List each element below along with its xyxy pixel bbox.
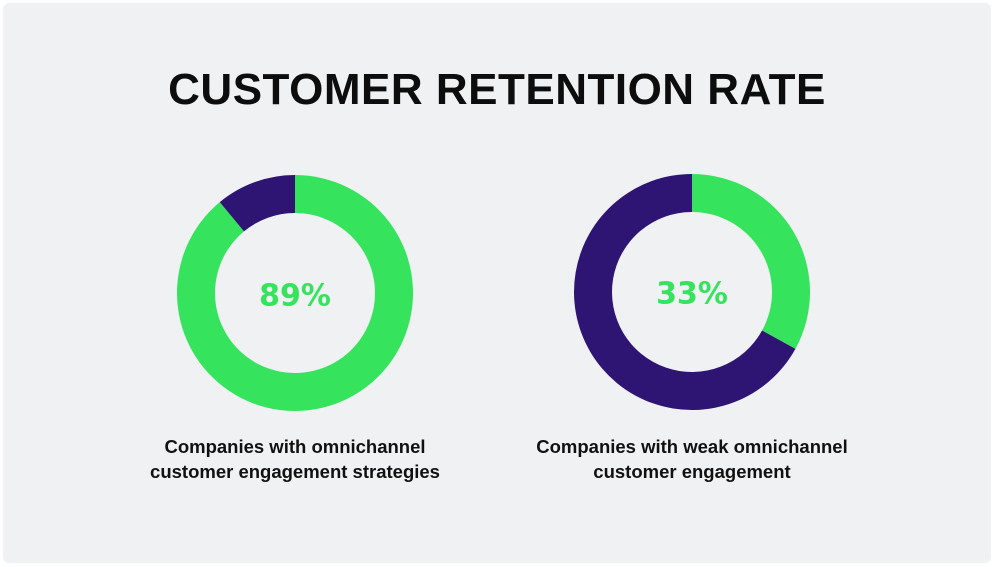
caption-omnichannel: Companies with omnichannel customer enga… — [85, 434, 505, 484]
caption-omnichannel-line-1: Companies with omnichannel — [164, 436, 426, 457]
donut-weak-omnichannel-value-slice — [692, 174, 810, 349]
donut-weak-omnichannel-remainder-slice — [573, 174, 796, 411]
chart-title: CUSTOMER RETENTION RATE — [168, 65, 826, 114]
donut-omnichannel: 89% — [177, 175, 413, 412]
donut-charts-canvas: 89% 33% — [177, 174, 810, 412]
donut-omnichannel-remainder-slice — [219, 175, 295, 232]
donut-omnichannel-value-slice — [177, 175, 413, 412]
donut-omnichannel-percent-label: 89% — [259, 279, 331, 314]
caption-omnichannel-line-2: customer engagement strategies — [150, 461, 440, 482]
caption-weak-omnichannel-line-1: Companies with weak omnichannel — [536, 436, 848, 457]
caption-weak-omnichannel: Companies with weak omnichannel customer… — [482, 434, 902, 484]
donut-weak-omnichannel-percent-label: 33% — [656, 277, 728, 312]
donut-weak-omnichannel: 33% — [573, 174, 810, 411]
infographic-card: CUSTOMER RETENTION RATE 89% 33% Companie… — [3, 3, 991, 563]
caption-weak-omnichannel-line-2: customer engagement — [593, 461, 791, 482]
